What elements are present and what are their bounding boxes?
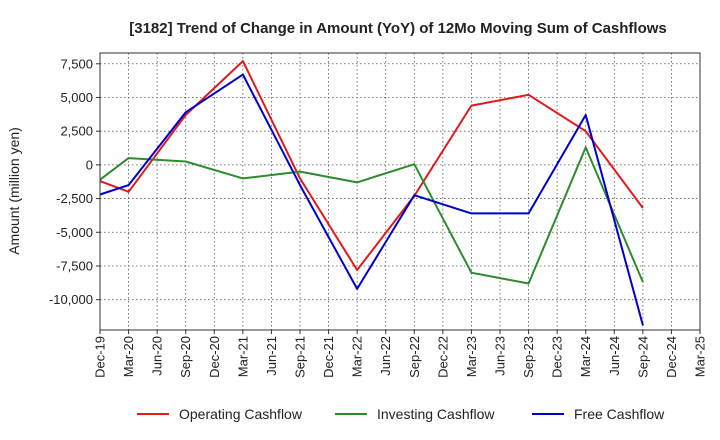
y-tick-label: 5,000 xyxy=(60,90,93,105)
x-tick-label: Jun-21 xyxy=(264,336,279,376)
y-tick-label: -5,000 xyxy=(56,225,93,240)
y-tick-labels: 7,500 5,000 2,500 0 -2,500 -5,000 -7,500 -10,00… xyxy=(49,56,100,307)
x-tick-label: Sep-22 xyxy=(407,336,422,378)
x-tick-label: Dec-24 xyxy=(664,336,679,378)
free-cashflow-line xyxy=(99,73,644,326)
x-tick-label: Mar-24 xyxy=(578,336,593,377)
x-tick-label: Jun-22 xyxy=(378,336,393,376)
x-tick-label: Jun-23 xyxy=(493,336,508,376)
y-tick-label: 0 xyxy=(86,157,93,172)
x-tick-label: Dec-20 xyxy=(207,336,222,378)
y-tick-label: 7,500 xyxy=(60,56,93,71)
x-tick-label: Mar-25 xyxy=(693,336,708,377)
grid-lines xyxy=(100,53,700,330)
x-tick-label: Mar-23 xyxy=(464,336,479,377)
y-tick-label: -2,500 xyxy=(56,191,93,206)
y-tick-label: 2,500 xyxy=(60,124,93,139)
x-tick-label: Sep-21 xyxy=(293,336,308,378)
series-lines xyxy=(99,60,644,326)
x-tick-label: Dec-19 xyxy=(93,336,108,378)
x-tick-label: Dec-22 xyxy=(435,336,450,378)
x-tick-label: Jun-24 xyxy=(607,336,622,376)
legend: Operating Cashflow Investing Cashflow Free… xyxy=(137,406,665,422)
plot-frame xyxy=(99,52,701,331)
investing-cashflow-legend-label: Investing Cashflow xyxy=(377,406,495,422)
chart-title: [3182] Trend of Change in Amount (YoY) o… xyxy=(129,20,667,37)
y-tick-label: -7,500 xyxy=(56,258,93,273)
x-tick-label: Dec-21 xyxy=(321,336,336,378)
x-tick-label: Sep-20 xyxy=(178,336,193,378)
x-tick-label: Mar-21 xyxy=(235,336,250,377)
y-tick-label: -10,000 xyxy=(49,292,93,307)
operating-cashflow-legend-label: Operating Cashflow xyxy=(179,406,303,422)
x-tick-label: Jun-20 xyxy=(150,336,165,376)
x-tick-label: Mar-22 xyxy=(350,336,365,377)
x-tick-label: Mar-20 xyxy=(121,336,136,377)
x-tick-label: Sep-23 xyxy=(521,336,536,378)
operating-cashflow-line xyxy=(99,60,644,271)
free-cashflow-legend-label: Free Cashflow xyxy=(574,406,665,422)
x-tick-label: Dec-23 xyxy=(550,336,565,378)
investing-cashflow-line xyxy=(99,146,644,285)
x-tick-labels: Dec-19 Mar-20 Jun-20 Sep-20 Dec-20 Mar-21 Jun-… xyxy=(93,330,708,378)
x-tick-label: Sep-24 xyxy=(635,336,650,378)
y-axis-label: Amount (million yen) xyxy=(6,127,22,255)
